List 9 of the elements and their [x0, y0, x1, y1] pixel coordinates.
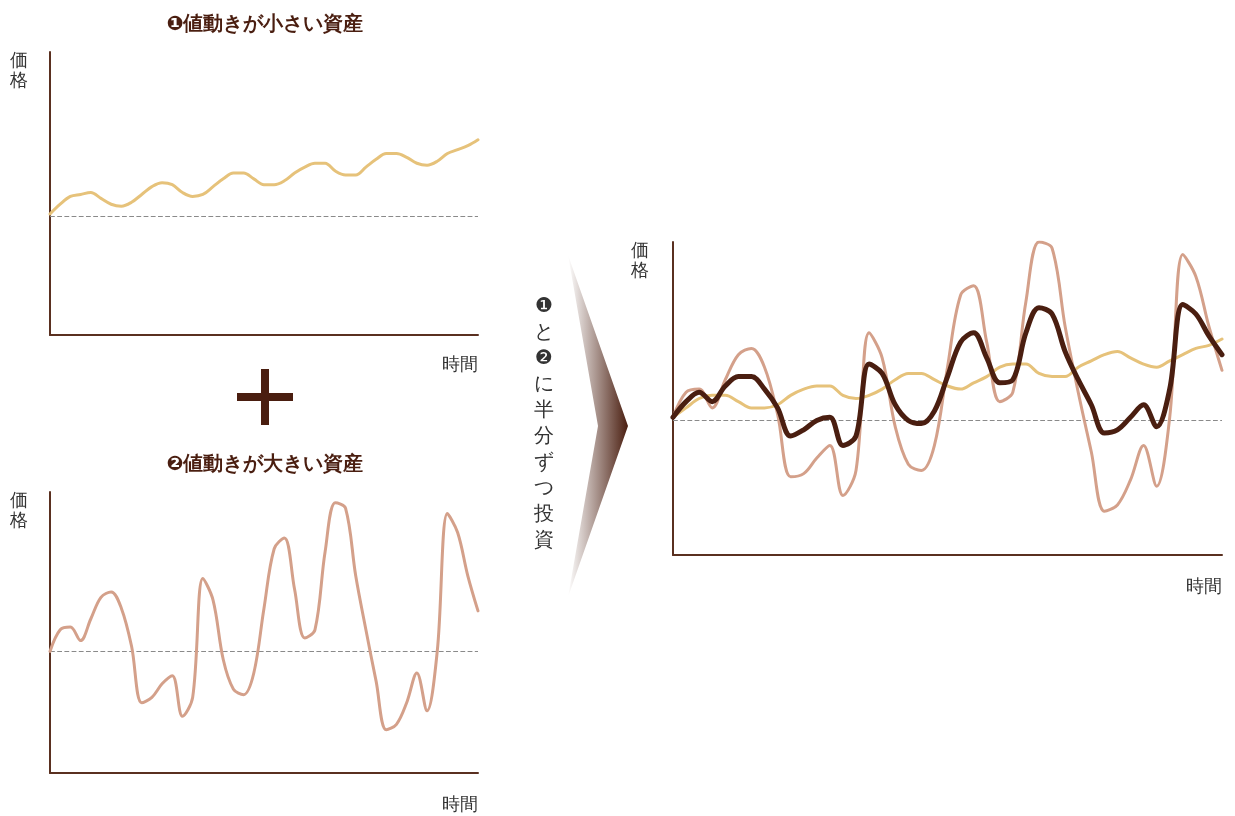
- x-axis-title: 時間: [1186, 574, 1222, 598]
- chart-title: ❷値動きが大きい資産: [166, 450, 364, 477]
- x-axis-title: 時間: [442, 352, 478, 376]
- chart-title: ❶値動きが小さい資産: [166, 10, 364, 37]
- y-axis-title: 価格: [10, 49, 28, 90]
- y-axis-title: 価格: [631, 239, 649, 280]
- x-axis-title: 時間: [442, 792, 478, 816]
- text: ❶と❷に半分ずつ投資: [534, 293, 554, 551]
- y-axis-title: 価格: [10, 489, 28, 530]
